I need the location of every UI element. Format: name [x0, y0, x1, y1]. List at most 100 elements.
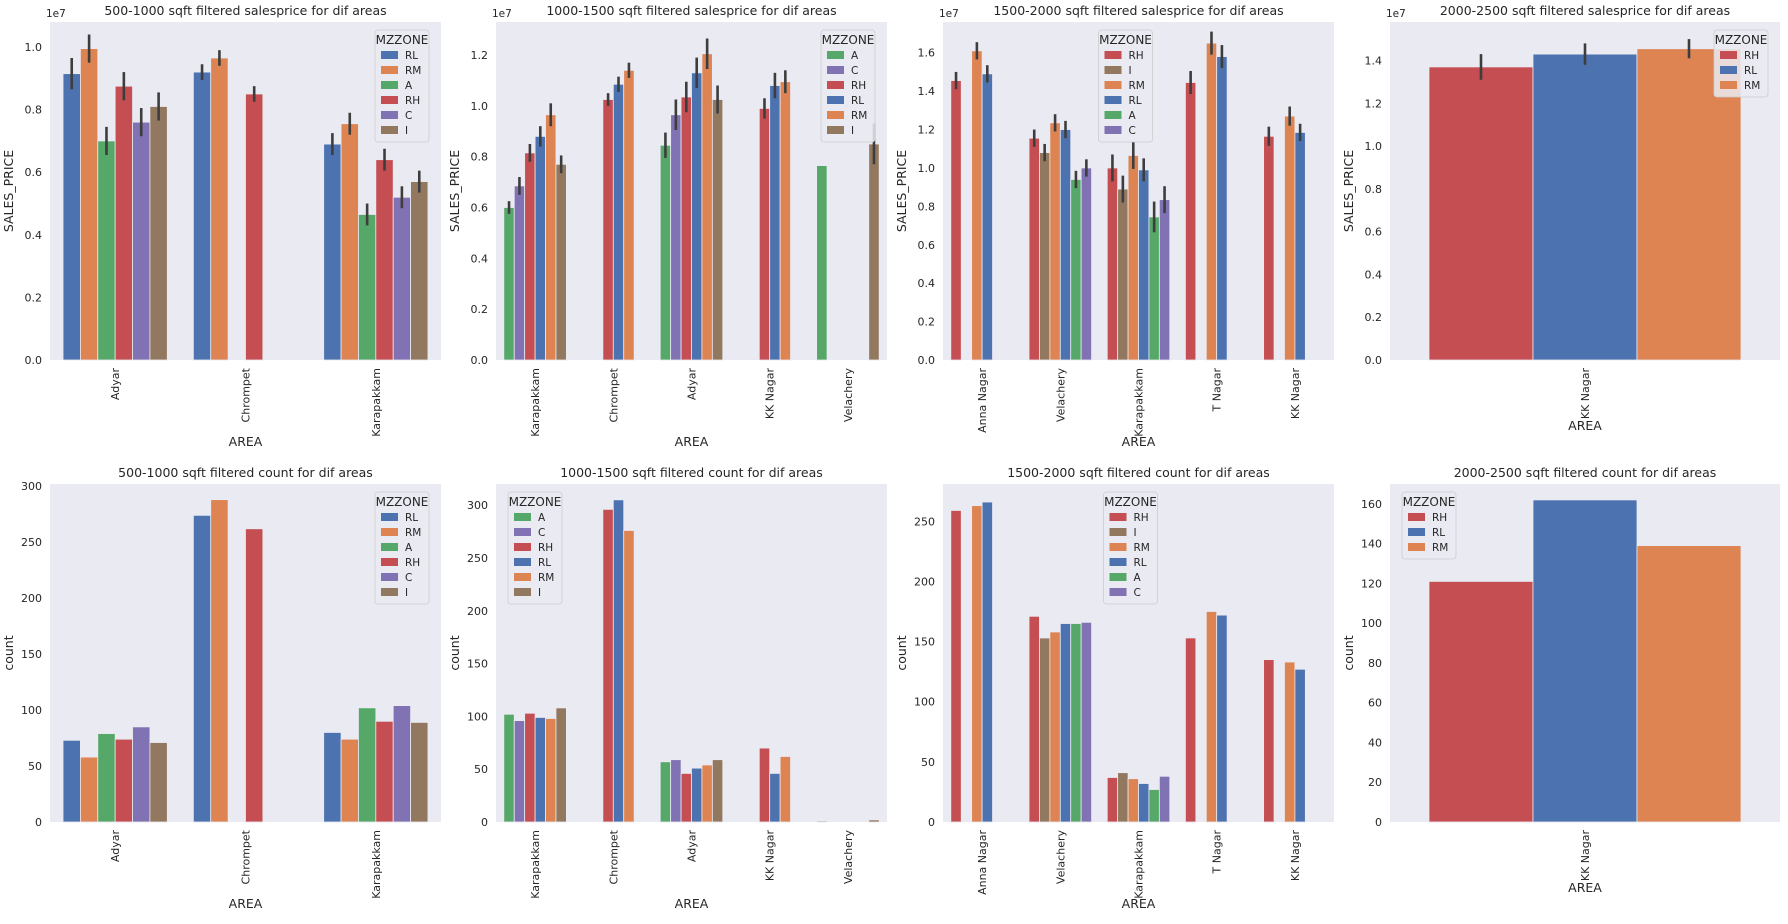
y-tick-label: 0.4 — [918, 277, 936, 290]
bar-I-Velachery — [868, 819, 880, 823]
chart-title: 1500-2000 sqft filtered count for dif ar… — [1007, 465, 1270, 480]
y-tick-label: 0.0 — [25, 354, 43, 367]
y-axis-label: count — [1341, 635, 1356, 670]
x-tick-label: Chrompet — [607, 829, 620, 884]
y-tick-label: 0.2 — [471, 303, 489, 316]
bar-RH-T-Nagar — [1185, 82, 1197, 361]
x-tick-label: Velachery — [842, 368, 855, 423]
bar-A-Adyar — [97, 140, 116, 361]
y-tick-label: 0 — [481, 816, 488, 829]
y-tick-label: 1.4 — [918, 85, 936, 98]
legend-swatch-RM — [1720, 81, 1737, 89]
legend-swatch-I — [827, 126, 844, 134]
legend-label-A: A — [851, 50, 859, 62]
bar-C-Velachery — [1080, 167, 1092, 361]
y-tick-label: 40 — [1368, 736, 1382, 749]
y-axis-label: count — [1, 635, 16, 670]
bar-RH-Anna-Nagar — [950, 80, 962, 361]
bar-A-Karapakkam — [358, 214, 377, 361]
bar-RM-Velachery — [1049, 122, 1061, 361]
legend-label-RH: RH — [538, 542, 553, 554]
bar-RL-KK-Nagar — [1294, 668, 1306, 823]
legend: MZZONE AC RH RL RM I — [507, 491, 563, 605]
bar-RM-Karapakkam — [1127, 155, 1139, 361]
bar-RL-KK-Nagar — [769, 773, 781, 823]
x-tick-label: KK Nagar — [1579, 830, 1592, 882]
x-tick-label: Adyar — [686, 830, 699, 863]
legend-swatch-A — [514, 513, 531, 521]
legend-swatch-RL — [827, 96, 844, 104]
legend-label-C: C — [405, 572, 412, 584]
y-axis-exponent: 1e7 — [46, 8, 66, 20]
legend-swatch-RL — [381, 51, 398, 59]
y-axis-label: SALES_PRICE — [1, 150, 16, 232]
bar-A-Karapakkam — [503, 207, 515, 361]
y-tick-label: 0.8 — [918, 200, 936, 213]
legend-label-RL: RL — [851, 95, 864, 107]
legend-swatch-I — [381, 126, 398, 134]
legend-label-C: C — [538, 527, 545, 539]
legend-label-RM: RM — [1744, 80, 1760, 92]
bar-A-Karapakkam — [503, 713, 515, 823]
bar-RH-Chrompet — [245, 528, 264, 823]
bar-C-Karapakkam — [392, 196, 411, 361]
bar-RL-Karapakkam — [323, 732, 342, 823]
bar-RM-Karapakkam — [340, 738, 359, 823]
bar-RL-Adyar — [62, 73, 81, 361]
bar-A-Karapakkam — [1148, 216, 1160, 361]
subplot-1: 0.0 0.2 0.4 0.6 0.8 1.0 1e7 Adyar Chrompet Karapa… — [1, 3, 441, 449]
legend-swatch-RL — [1109, 558, 1127, 566]
legend-title: MZZONE — [376, 495, 429, 509]
bar-C-Karapakkam — [513, 185, 526, 361]
bar-C-Adyar — [132, 726, 151, 823]
chart-title: 2000-2500 sqft filtered count for dif ar… — [1454, 465, 1717, 480]
legend-label-RH: RH — [1134, 512, 1149, 524]
x-axis-label: AREA — [1122, 434, 1156, 449]
bar-RL-Chrompet — [612, 83, 625, 361]
legend-label-RL: RL — [1129, 95, 1142, 107]
x-axis-label: AREA — [675, 896, 709, 911]
y-tick-label: 0.2 — [1365, 311, 1383, 324]
y-axis-label: count — [447, 635, 462, 670]
bar-RL-Velachery — [1059, 129, 1072, 361]
bar-RM-KK-Nagar — [1636, 545, 1742, 823]
legend-label-RM: RM — [405, 65, 421, 77]
bar-C-Adyar — [132, 121, 151, 361]
y-tick-label: 200 — [21, 592, 42, 605]
legend-swatch-A — [381, 81, 398, 89]
bar-C-Karapakkam — [1158, 775, 1171, 823]
bar-A-Adyar — [97, 733, 116, 823]
bar-I-Velachery — [1039, 152, 1051, 361]
y-tick-label: 0.0 — [918, 354, 936, 367]
legend-swatch-I — [1104, 66, 1122, 74]
legend-label-RM: RM — [851, 110, 867, 122]
x-tick-label: Karapakkam — [529, 830, 542, 899]
bar-C-Adyar — [670, 759, 682, 823]
x-tick-label: Anna Nagar — [976, 830, 989, 895]
x-tick-label: T Nagar — [1211, 830, 1224, 875]
legend-swatch-A — [827, 51, 844, 59]
legend-label-C: C — [1129, 125, 1136, 137]
y-tick-label: 0 — [35, 816, 42, 829]
bar-I-Adyar — [149, 106, 168, 361]
bar-A-Karapakkam — [358, 707, 377, 823]
legend-box — [1401, 491, 1457, 560]
bar-RM-KK-Nagar — [1284, 115, 1296, 361]
legend-label-I: I — [1134, 527, 1137, 539]
y-tick-label: 60 — [1368, 697, 1382, 710]
bar-RM-Velachery — [1049, 631, 1061, 823]
legend-label-C: C — [1134, 587, 1141, 599]
bar-RL-Anna-Nagar — [981, 501, 993, 823]
x-tick-label: Karapakkam — [529, 368, 542, 437]
bar-C-Karapakkam — [392, 705, 411, 823]
legend-swatch-RL — [1408, 528, 1425, 536]
chart-title: 1500-2000 sqft filtered salesprice for d… — [993, 3, 1283, 18]
legend-swatch-RM — [381, 66, 398, 74]
legend-swatch-A — [1109, 573, 1127, 581]
legend-swatch-I — [514, 588, 531, 596]
bar-RH-KK-Nagar — [1428, 66, 1534, 361]
bar-C-Velachery — [1080, 621, 1092, 823]
legend-swatch-RM — [1109, 543, 1127, 551]
bar-A-Velachery — [1070, 179, 1082, 361]
